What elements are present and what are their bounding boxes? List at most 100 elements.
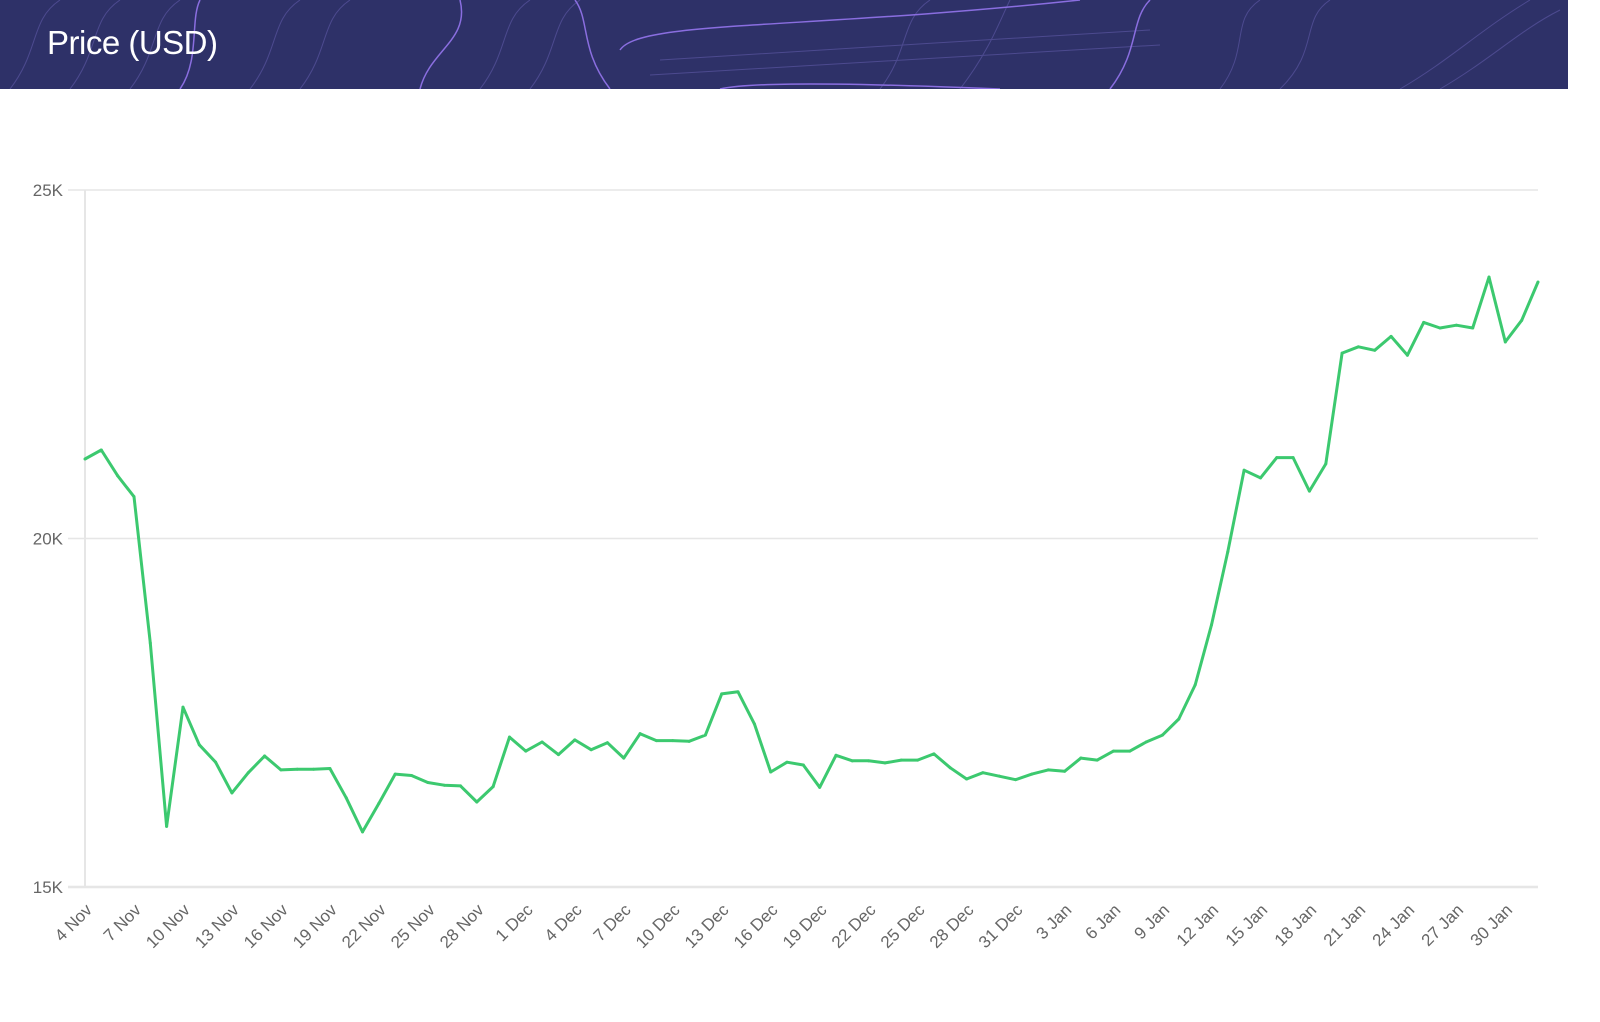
x-tick-label: 25 Nov xyxy=(387,900,439,952)
data-point xyxy=(834,753,838,757)
data-point xyxy=(377,801,381,805)
x-tick-label: 7 Dec xyxy=(590,900,635,945)
data-point xyxy=(230,791,234,795)
data-point xyxy=(116,474,120,478)
data-point xyxy=(148,641,152,645)
data-point xyxy=(344,796,348,800)
data-point xyxy=(671,739,675,743)
data-point xyxy=(1030,772,1034,776)
data-point xyxy=(703,733,707,737)
x-tick-label: 6 Jan xyxy=(1082,900,1125,943)
data-point xyxy=(1340,351,1344,355)
price-line xyxy=(84,275,1540,834)
data-point xyxy=(1471,326,1475,330)
x-tick-label: 25 Dec xyxy=(877,900,929,952)
data-point xyxy=(1520,318,1524,322)
data-point xyxy=(818,785,822,789)
data-point xyxy=(491,785,495,789)
data-point xyxy=(981,771,985,775)
x-tick-label: 13 Nov xyxy=(191,900,243,952)
data-point xyxy=(99,448,103,452)
data-point xyxy=(801,763,805,767)
data-point xyxy=(181,705,185,709)
data-point xyxy=(1422,320,1426,324)
data-point xyxy=(410,773,414,777)
data-point xyxy=(524,749,528,753)
data-point xyxy=(475,800,479,804)
data-point xyxy=(654,739,658,743)
data-point xyxy=(965,777,969,781)
data-point xyxy=(1389,334,1393,338)
data-point xyxy=(1193,683,1197,687)
x-tick-label: 31 Dec xyxy=(975,900,1027,952)
x-tick-label: 28 Dec xyxy=(926,900,978,952)
data-point xyxy=(736,690,740,694)
data-point xyxy=(605,741,609,745)
data-point xyxy=(932,752,936,756)
x-tick-label: 12 Jan xyxy=(1173,900,1223,950)
data-point xyxy=(393,772,397,776)
data-point xyxy=(1356,345,1360,349)
data-point xyxy=(507,735,511,739)
x-tick-label: 27 Jan xyxy=(1418,900,1468,950)
data-point xyxy=(263,754,267,758)
data-point xyxy=(556,753,560,757)
y-tick-label: 15K xyxy=(33,878,64,897)
data-point xyxy=(1454,323,1458,327)
data-point xyxy=(1324,462,1328,466)
data-point xyxy=(1405,353,1409,357)
data-point xyxy=(1046,768,1050,772)
chart-header: Price (USD) xyxy=(0,0,1568,89)
data-point xyxy=(1536,280,1540,284)
data-point xyxy=(442,783,446,787)
data-point xyxy=(1014,778,1018,782)
chart-title: Price (USD) xyxy=(47,24,218,61)
data-point xyxy=(622,756,626,760)
data-point xyxy=(1438,326,1442,330)
data-point xyxy=(540,740,544,744)
data-point xyxy=(752,722,756,726)
x-tick-label: 28 Nov xyxy=(436,900,488,952)
data-point xyxy=(1161,733,1165,737)
data-point xyxy=(246,771,250,775)
x-tick-label: 4 Nov xyxy=(51,900,96,945)
data-point xyxy=(1291,456,1295,460)
x-tick-label: 16 Nov xyxy=(240,900,292,952)
data-point xyxy=(165,824,169,828)
x-tick-label: 18 Jan xyxy=(1271,900,1321,950)
data-point xyxy=(883,761,887,765)
x-tick-label: 10 Nov xyxy=(142,900,194,952)
data-point xyxy=(214,760,218,764)
y-tick-label: 20K xyxy=(33,530,64,549)
data-point xyxy=(720,692,724,696)
data-point xyxy=(426,780,430,784)
data-point xyxy=(279,768,283,772)
data-point xyxy=(589,748,593,752)
data-point xyxy=(1242,468,1246,472)
data-point xyxy=(1112,749,1116,753)
data-point xyxy=(328,767,332,771)
data-point xyxy=(361,830,365,834)
data-point xyxy=(1128,749,1132,753)
data-point xyxy=(948,766,952,770)
data-point xyxy=(1373,348,1377,352)
x-tick-label: 15 Jan xyxy=(1222,900,1272,950)
x-tick-label: 30 Jan xyxy=(1467,900,1517,950)
x-tick-label: 1 Dec xyxy=(492,900,537,945)
x-tick-label: 4 Dec xyxy=(541,900,586,945)
data-point xyxy=(295,767,299,771)
x-tick-label: 10 Dec xyxy=(632,900,684,952)
x-tick-label: 13 Dec xyxy=(681,900,733,952)
data-point xyxy=(83,457,87,461)
data-point xyxy=(573,738,577,742)
data-point xyxy=(638,732,642,736)
data-point xyxy=(850,759,854,763)
data-point xyxy=(1487,275,1491,279)
data-point xyxy=(1144,740,1148,744)
data-point xyxy=(197,743,201,747)
data-point xyxy=(1209,623,1213,627)
x-tick-label: 22 Nov xyxy=(338,900,390,952)
x-tick-label: 16 Dec xyxy=(730,900,782,952)
data-point xyxy=(1226,550,1230,554)
